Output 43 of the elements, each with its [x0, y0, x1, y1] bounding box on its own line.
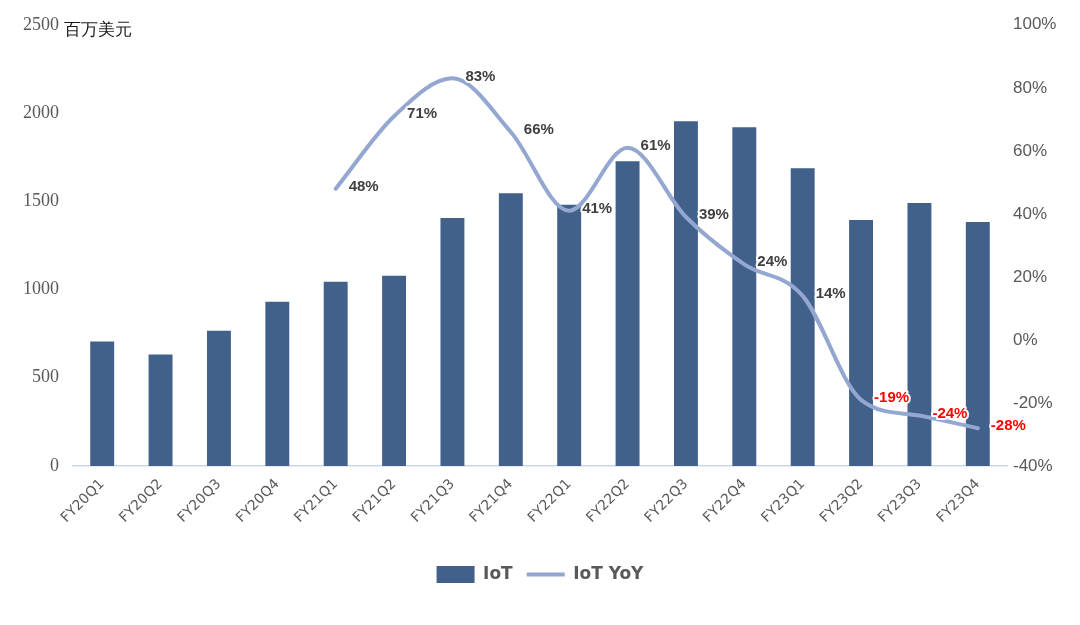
bar	[382, 275, 407, 466]
data-label: 39%	[698, 205, 729, 223]
y2-tick-label: 80%	[1013, 77, 1048, 97]
y-tick-label: 1000	[23, 278, 59, 299]
y2-tick-label: 60%	[1013, 140, 1048, 160]
data-label: 61%	[640, 135, 671, 153]
y2-tick-label: -40%	[1013, 455, 1053, 475]
bar	[615, 161, 640, 466]
y2-tick-label: 0%	[1013, 329, 1038, 349]
bar	[907, 203, 932, 466]
bar	[790, 168, 815, 466]
y2-tick-label: 100%	[1013, 14, 1057, 34]
y-tick-label: 2500	[23, 13, 59, 34]
y-tick-label: 0	[50, 454, 59, 475]
y-tick-label: 1500	[23, 190, 59, 211]
bar	[732, 127, 757, 466]
y2-tick-label: -20%	[1013, 392, 1053, 412]
legend-label: IoT YoY	[573, 562, 645, 583]
data-label: 14%	[815, 283, 846, 301]
y-axis-title: 百万美元	[64, 19, 132, 40]
bar	[90, 341, 115, 466]
bar	[557, 204, 582, 466]
data-label: 24%	[757, 252, 788, 270]
data-label: -28%	[990, 416, 1026, 434]
y-tick-label: 2000	[23, 101, 59, 122]
bar	[849, 219, 874, 466]
bar	[265, 301, 290, 466]
y-tick-label: 500	[32, 366, 59, 387]
bar	[498, 193, 523, 466]
bar	[440, 218, 465, 466]
bar	[323, 281, 348, 466]
data-label: 48%	[348, 176, 379, 194]
data-label: 83%	[465, 66, 496, 84]
legend-label: IoT	[483, 562, 514, 583]
bar	[965, 221, 990, 466]
bar	[148, 354, 173, 466]
bar	[673, 121, 698, 466]
y2-tick-label: 40%	[1013, 203, 1048, 223]
data-label: 66%	[523, 120, 554, 138]
bar	[206, 330, 231, 466]
data-label: 71%	[407, 104, 438, 122]
data-label: 41%	[582, 198, 613, 216]
y2-tick-label: 20%	[1013, 266, 1048, 286]
